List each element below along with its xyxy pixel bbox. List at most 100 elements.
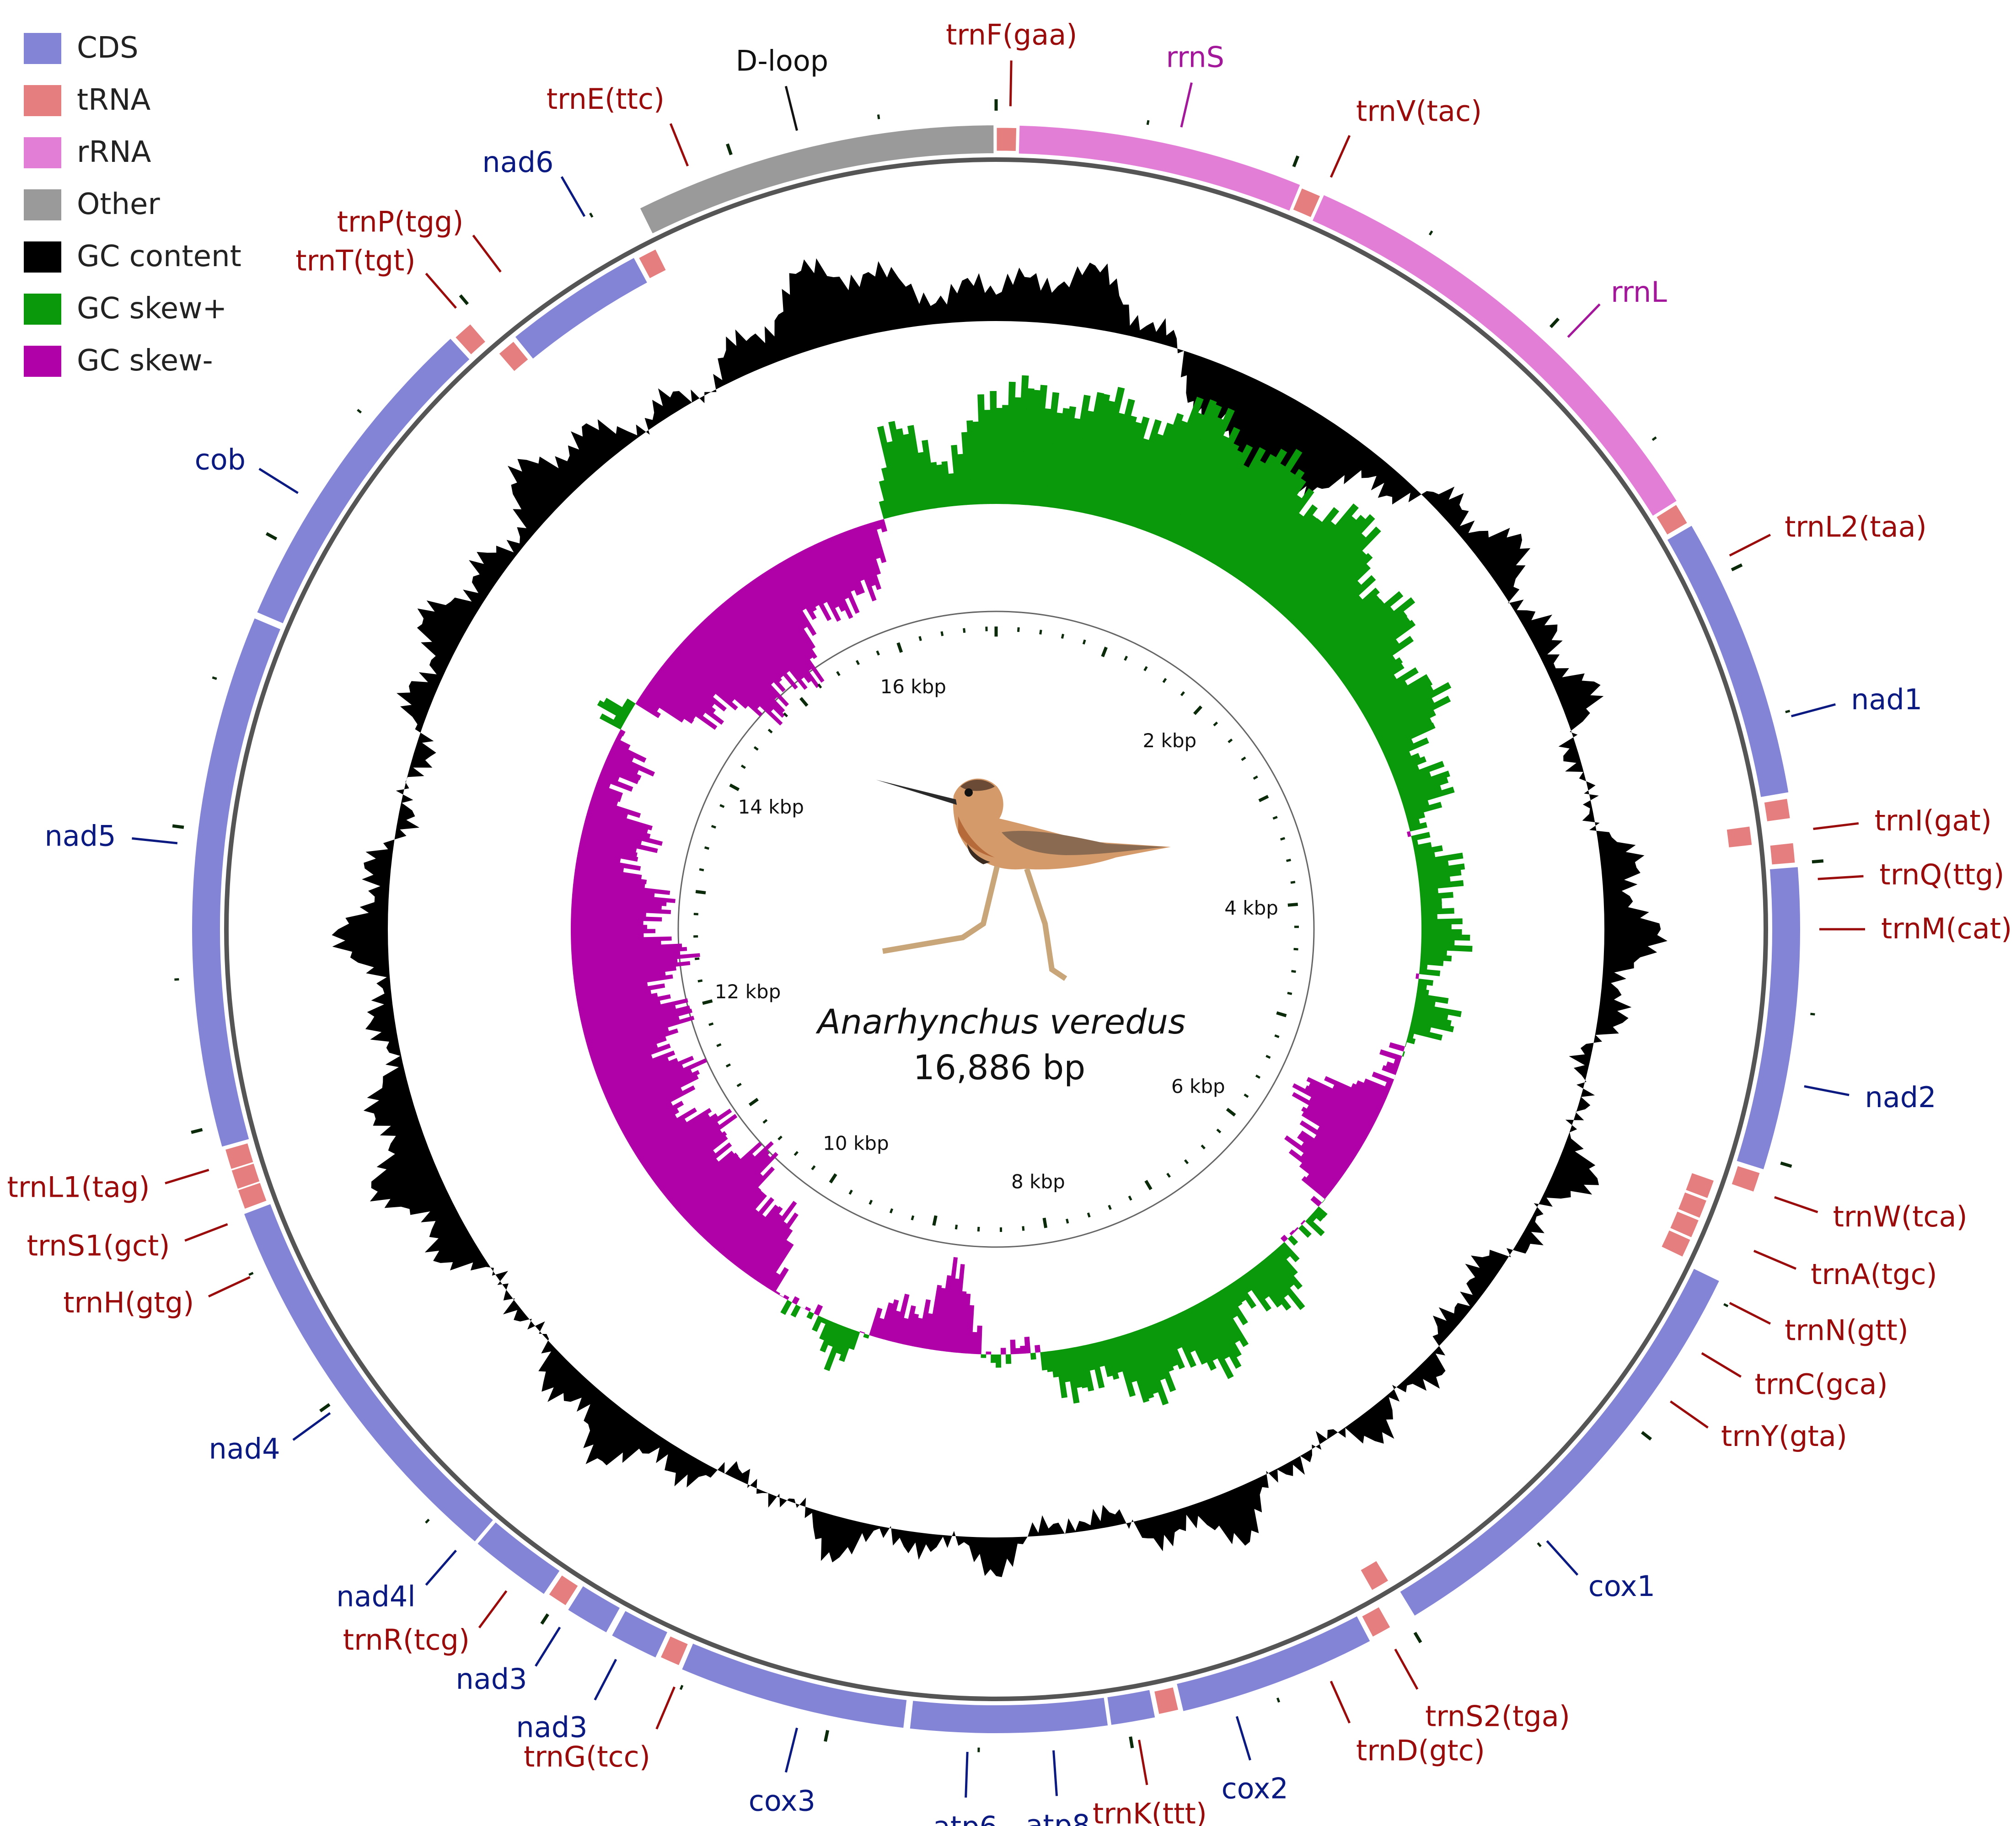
gc-skew-positive [1421, 939, 1455, 946]
gc-skew-positive [1065, 1348, 1080, 1404]
gc-skew-negative [630, 1107, 697, 1151]
gc-skew-positive [1319, 599, 1385, 656]
gc-skew-negative [1306, 1173, 1331, 1195]
gc-skew-positive [624, 698, 636, 708]
gc-skew-positive [1151, 412, 1205, 535]
trna-block [637, 247, 668, 280]
gc-skew-positive [961, 432, 972, 505]
gc-skew-negative [1010, 1339, 1016, 1355]
gc-skew-negative [574, 869, 647, 884]
inner-tick [1017, 627, 1020, 632]
gc-skew-negative [683, 637, 760, 709]
gc-skew-negative [754, 576, 813, 660]
gc-skew-positive [1421, 924, 1452, 930]
feature-label: nad2 [1865, 1081, 1936, 1114]
feature-label: trnL1(tag) [7, 1171, 150, 1204]
trna-block [1725, 825, 1753, 849]
gc-skew-negative [573, 961, 691, 979]
gc-skew-negative [571, 924, 647, 929]
label-leader-line [1567, 303, 1601, 338]
gc-skew-negative [864, 523, 881, 559]
gc-skew-negative [571, 929, 655, 934]
trna-block [1360, 1605, 1392, 1639]
label-leader-line [132, 837, 178, 845]
gc-skew-positive [1122, 1333, 1150, 1403]
inner-tick [799, 697, 809, 707]
gc-skew-negative [613, 1075, 699, 1120]
gc-skew-negative [704, 616, 789, 707]
gc-skew-negative [783, 1295, 789, 1300]
gc-skew-positive [1261, 1258, 1305, 1310]
gc-skew-positive [1182, 1309, 1217, 1371]
gc-skew-positive [990, 391, 997, 504]
outer-tick [459, 294, 469, 305]
gc-skew-negative [664, 1142, 732, 1199]
gc-skew-negative [792, 553, 832, 621]
inner-tick [1274, 1034, 1280, 1039]
gc-skew-negative [614, 738, 631, 750]
outer-tick [357, 409, 362, 414]
inner-tick [740, 764, 746, 769]
feature-label: nad1 [1851, 683, 1922, 716]
feature-label: cob [195, 443, 246, 477]
inner-tick [1286, 858, 1291, 862]
gc-skew-negative [879, 519, 888, 533]
gc-skew-positive [839, 1328, 856, 1362]
gc-skew-negative [711, 1190, 764, 1249]
gc-skew-positive [1269, 1252, 1303, 1290]
gc-skew-negative [590, 797, 641, 818]
gc-skew-positive [1006, 381, 1016, 504]
gc-skew-negative [907, 1313, 919, 1346]
gc-skew-positive [1155, 1322, 1178, 1367]
gc-skew-negative [581, 998, 688, 1028]
gc-skew-positive [1146, 1325, 1176, 1392]
gc-skew-negative [664, 659, 727, 712]
gc-skew-negative [779, 561, 817, 620]
gc-skew-negative [585, 1016, 680, 1047]
gc-skew-positive [1196, 465, 1249, 557]
gc-skew-negative [595, 1043, 671, 1075]
gc-skew-negative [598, 774, 633, 792]
gc-skew-negative [832, 535, 861, 596]
inner-tick [911, 1215, 915, 1221]
label-leader-line [1394, 1649, 1419, 1690]
gc-skew-positive [1413, 842, 1432, 851]
gc-skew-negative [1293, 1227, 1299, 1232]
gc-skew-positive [1113, 416, 1150, 522]
gc-skew-negative [758, 1240, 790, 1285]
gc-skew-negative [927, 1285, 942, 1350]
gc-skew-positive [1337, 620, 1416, 680]
feature-label: trnS2(tga) [1425, 1699, 1570, 1733]
gc-skew-positive [1155, 399, 1217, 537]
gc-skew-positive [1159, 1319, 1185, 1370]
gc-skew-positive [1331, 611, 1408, 672]
gc-skew-positive [1414, 1003, 1462, 1017]
kbp-tick-label: 2 kbp [1142, 729, 1196, 752]
legend-label: GC content [77, 240, 241, 273]
gc-skew-negative [730, 1205, 779, 1264]
kbp-tick-label: 4 kbp [1224, 897, 1278, 919]
inner-tick [1255, 1074, 1261, 1079]
trna-block [1676, 1190, 1708, 1220]
gc-skew-positive [1287, 1235, 1298, 1246]
feature-label: rrnL [1611, 275, 1667, 309]
legend-label: GC skew+ [77, 292, 227, 326]
gc-skew-positive [996, 408, 1003, 504]
label-leader-line [669, 123, 689, 167]
plover-bird-illustration [876, 778, 1171, 981]
gc-skew-positive [1417, 863, 1465, 876]
inner-tick [817, 683, 822, 689]
gc-skew-negative [932, 1287, 946, 1350]
gc-skew-positive [1325, 606, 1394, 664]
gc-skew-negative [593, 1044, 658, 1070]
feature-label: trnV(tac) [1356, 94, 1482, 128]
gc-skew-negative [1310, 1195, 1322, 1207]
gc-skew-positive [1265, 1255, 1294, 1288]
trna-block [547, 1574, 580, 1607]
gc-skew-negative [860, 525, 881, 575]
gc-skew-negative [846, 529, 877, 602]
outer-tick [1276, 1697, 1281, 1703]
gc-skew-negative [1407, 831, 1411, 837]
gc-skew-negative [730, 594, 808, 690]
outer-tick [191, 1128, 203, 1134]
